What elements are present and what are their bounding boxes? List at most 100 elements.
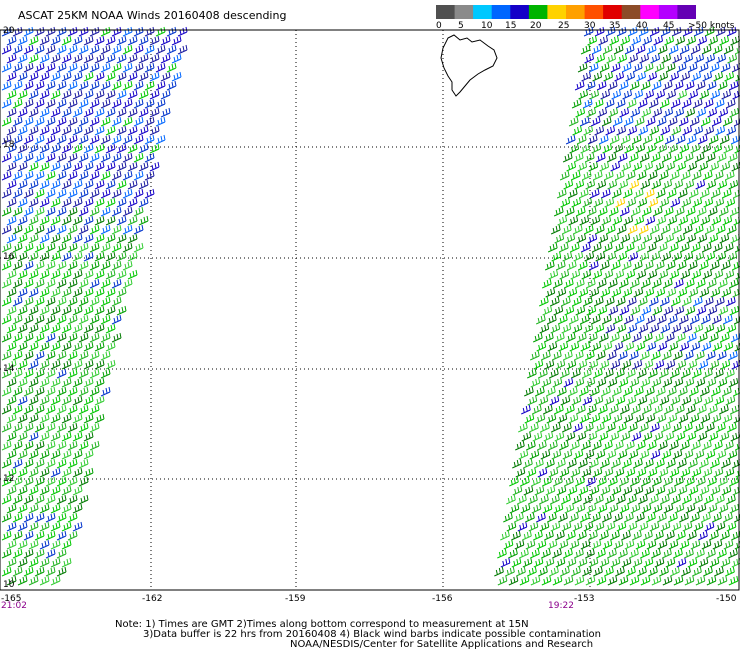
wind-barb bbox=[719, 332, 730, 343]
wind-barb bbox=[692, 296, 703, 307]
wind-barb bbox=[702, 269, 713, 280]
wind-barb bbox=[61, 53, 72, 64]
wind-barb bbox=[584, 251, 595, 262]
wind-barb bbox=[72, 413, 83, 424]
wind-barb bbox=[12, 332, 23, 343]
wind-barb bbox=[12, 98, 23, 109]
wind-barb bbox=[45, 386, 56, 397]
wind-barb bbox=[627, 26, 638, 37]
wind-barb bbox=[687, 260, 698, 271]
wind-barb bbox=[111, 152, 122, 163]
wind-barb bbox=[67, 332, 78, 343]
wind-barb bbox=[78, 116, 89, 127]
wind-barb bbox=[607, 278, 618, 289]
wind-barb bbox=[39, 233, 50, 244]
wind-barb bbox=[67, 278, 78, 289]
wind-barb bbox=[624, 242, 635, 253]
wind-barb bbox=[28, 35, 39, 46]
wind-barb bbox=[703, 98, 714, 109]
wind-barb bbox=[177, 44, 188, 55]
wind-barb bbox=[603, 71, 614, 82]
wind-barb bbox=[497, 575, 508, 586]
wind-barb bbox=[682, 323, 693, 334]
wind-barb bbox=[649, 494, 659, 505]
wind-barb bbox=[1, 314, 12, 325]
wind-barb bbox=[672, 53, 683, 64]
wind-barb bbox=[710, 89, 721, 100]
wind-barb bbox=[72, 395, 83, 406]
legend-swatch bbox=[454, 5, 474, 19]
wind-barb bbox=[715, 323, 726, 334]
map-frame bbox=[0, 29, 740, 591]
wind-barb bbox=[652, 107, 663, 118]
wind-barb bbox=[543, 431, 554, 442]
wind-barb bbox=[89, 98, 100, 109]
wind-barb bbox=[572, 323, 583, 334]
legend-label: 30 bbox=[584, 21, 596, 31]
wind-barb bbox=[630, 503, 641, 514]
wind-barb bbox=[45, 134, 56, 145]
wind-barb bbox=[697, 134, 708, 145]
wind-barb bbox=[727, 251, 738, 262]
wind-barb bbox=[575, 476, 585, 487]
wind-barb bbox=[541, 377, 552, 388]
wind-barb bbox=[23, 530, 34, 541]
lon-label: -162 bbox=[142, 594, 163, 604]
wind-barb bbox=[680, 269, 691, 280]
wind-barb bbox=[555, 530, 565, 541]
legend-label: 35 bbox=[609, 21, 621, 31]
wind-barb bbox=[570, 170, 581, 181]
wind-barb bbox=[61, 287, 72, 298]
wind-barb bbox=[586, 206, 597, 217]
wind-barb bbox=[17, 413, 28, 424]
wind-barb bbox=[658, 269, 669, 280]
wind-barb bbox=[593, 296, 604, 307]
wind-barb bbox=[684, 179, 695, 190]
wind-barb bbox=[6, 377, 17, 388]
wind-barb bbox=[683, 449, 694, 460]
wind-barb bbox=[61, 269, 72, 280]
wind-barb bbox=[45, 80, 56, 91]
wind-barb bbox=[554, 332, 565, 343]
wind-barb bbox=[39, 143, 50, 154]
wind-barb bbox=[50, 287, 61, 298]
wind-barb bbox=[670, 296, 681, 307]
wind-barb bbox=[608, 503, 619, 514]
wind-barb bbox=[716, 152, 727, 163]
wind-barb bbox=[551, 251, 562, 262]
wind-barb bbox=[646, 44, 657, 55]
wind-barb bbox=[588, 530, 598, 541]
wind-barb bbox=[696, 476, 706, 487]
wind-barb bbox=[39, 359, 50, 370]
wind-barb bbox=[89, 314, 100, 325]
wind-barb bbox=[555, 557, 566, 568]
wind-barb bbox=[111, 206, 122, 217]
wind-barb bbox=[50, 485, 61, 496]
wind-barb bbox=[17, 215, 28, 226]
wind-barb bbox=[78, 26, 89, 37]
wind-barb bbox=[34, 134, 45, 145]
wind-barb bbox=[45, 188, 56, 199]
wind-barb bbox=[28, 323, 39, 334]
wind-barb bbox=[116, 215, 127, 226]
wind-barb bbox=[720, 161, 731, 172]
wind-barb bbox=[586, 476, 596, 487]
wind-barb bbox=[654, 530, 664, 541]
wind-barb bbox=[89, 80, 100, 91]
wind-barb bbox=[692, 98, 703, 109]
wind-barb bbox=[699, 485, 710, 496]
wind-barb bbox=[649, 323, 660, 334]
legend-swatch bbox=[547, 5, 567, 19]
wind-barb bbox=[638, 224, 649, 235]
wind-barb bbox=[605, 323, 616, 334]
wind-barb bbox=[581, 440, 591, 451]
wind-barb bbox=[6, 467, 17, 478]
wind-barb bbox=[6, 323, 17, 334]
wind-barb bbox=[548, 467, 559, 478]
wind-barb bbox=[687, 161, 698, 172]
wind-barb bbox=[100, 296, 111, 307]
wind-barb bbox=[716, 350, 727, 361]
wind-barb bbox=[34, 404, 45, 415]
wind-barb bbox=[730, 404, 740, 415]
wind-barb bbox=[669, 170, 680, 181]
